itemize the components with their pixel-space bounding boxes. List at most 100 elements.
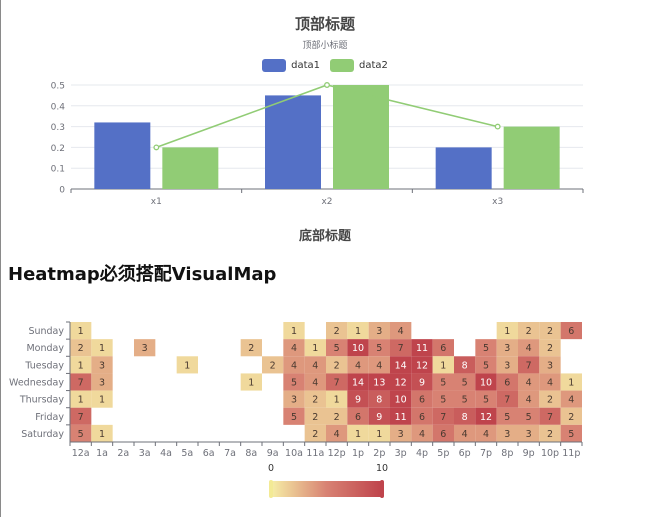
heatmap-cell[interactable] — [454, 356, 476, 374]
heatmap-cell[interactable] — [368, 390, 390, 408]
heatmap-cell[interactable] — [539, 407, 561, 425]
heatmap-cell[interactable] — [496, 407, 518, 425]
heatmap-cell[interactable] — [432, 373, 454, 391]
heatmap-cell[interactable] — [368, 424, 390, 442]
heatmap-cell[interactable] — [432, 424, 454, 442]
heatmap-cell[interactable] — [304, 373, 326, 391]
heatmap-cell[interactable] — [368, 356, 390, 374]
visualmap-min-handle[interactable] — [269, 480, 273, 498]
heatmap-cell[interactable] — [411, 356, 433, 374]
heatmap-cell[interactable] — [518, 322, 540, 340]
heatmap-cell[interactable] — [304, 390, 326, 408]
heatmap-cell[interactable] — [283, 322, 305, 340]
bar-data2-x2[interactable] — [333, 85, 389, 189]
heatmap-cell[interactable] — [283, 373, 305, 391]
heatmap-cell[interactable] — [70, 373, 92, 391]
line-point[interactable] — [324, 82, 330, 88]
heatmap-cell[interactable] — [475, 356, 497, 374]
bar-data1-x2[interactable] — [265, 95, 321, 189]
heatmap-cell[interactable] — [560, 390, 582, 408]
heatmap-cell[interactable] — [560, 373, 582, 391]
heatmap-cell[interactable] — [560, 407, 582, 425]
heatmap-cell[interactable] — [91, 339, 113, 357]
heatmap-cell[interactable] — [70, 390, 92, 408]
heatmap-cell[interactable] — [475, 339, 497, 357]
heatmap-cell[interactable] — [496, 390, 518, 408]
bar-data2-x3[interactable] — [503, 126, 560, 189]
heatmap-cell[interactable] — [390, 390, 412, 408]
heatmap-cell[interactable] — [432, 356, 454, 374]
heatmap-cell[interactable] — [262, 356, 284, 374]
heatmap-cell[interactable] — [283, 407, 305, 425]
heatmap-cell[interactable] — [518, 390, 540, 408]
heatmap-cell[interactable] — [411, 424, 433, 442]
heatmap-cell[interactable] — [560, 322, 582, 340]
heatmap-cell[interactable] — [518, 339, 540, 357]
heatmap-cell[interactable] — [240, 339, 262, 357]
heatmap-cell[interactable] — [368, 339, 390, 357]
heatmap-cell[interactable] — [390, 356, 412, 374]
heatmap-cell[interactable] — [496, 373, 518, 391]
heatmap-cell[interactable] — [283, 356, 305, 374]
heatmap-cell[interactable] — [326, 373, 348, 391]
heatmap-cell[interactable] — [91, 356, 113, 374]
heatmap-cell[interactable] — [326, 407, 348, 425]
heatmap-cell[interactable] — [326, 424, 348, 442]
heatmap-cell[interactable] — [368, 373, 390, 391]
heatmap-cell[interactable] — [539, 356, 561, 374]
heatmap-cell[interactable] — [432, 407, 454, 425]
heatmap-cell[interactable] — [390, 322, 412, 340]
heatmap-cell[interactable] — [475, 390, 497, 408]
legend-item-data2[interactable]: data2 — [330, 59, 388, 72]
heatmap-cell[interactable] — [326, 356, 348, 374]
heatmap-cell[interactable] — [539, 373, 561, 391]
heatmap-cell[interactable] — [347, 424, 369, 442]
heatmap-cell[interactable] — [347, 322, 369, 340]
heatmap-cell[interactable] — [70, 407, 92, 425]
heatmap-cell[interactable] — [368, 322, 390, 340]
heatmap-cell[interactable] — [304, 339, 326, 357]
heatmap-cell[interactable] — [518, 407, 540, 425]
heatmap-cell[interactable] — [390, 407, 412, 425]
heatmap-cell[interactable] — [283, 339, 305, 357]
visualmap-max-handle[interactable] — [380, 480, 384, 498]
legend-item-data1[interactable]: data1 — [262, 59, 320, 72]
heatmap-cell[interactable] — [134, 339, 156, 357]
heatmap-cell[interactable] — [496, 322, 518, 340]
heatmap-cell[interactable] — [368, 407, 390, 425]
heatmap-cell[interactable] — [347, 390, 369, 408]
heatmap-cell[interactable] — [283, 390, 305, 408]
heatmap-cell[interactable] — [240, 373, 262, 391]
heatmap-cell[interactable] — [496, 339, 518, 357]
heatmap-cell[interactable] — [304, 407, 326, 425]
heatmap-cell[interactable] — [326, 322, 348, 340]
heatmap-cell[interactable] — [176, 356, 198, 374]
heatmap-cell[interactable] — [390, 424, 412, 442]
bar-data2-x1[interactable] — [162, 147, 219, 189]
heatmap-cell[interactable] — [454, 390, 476, 408]
heatmap-cell[interactable] — [454, 407, 476, 425]
line-point[interactable] — [153, 144, 160, 151]
heatmap-cell[interactable] — [326, 339, 348, 357]
heatmap-cell[interactable] — [411, 373, 433, 391]
heatmap-cell[interactable] — [475, 424, 497, 442]
heatmap-cell[interactable] — [390, 373, 412, 391]
heatmap-cell[interactable] — [70, 322, 92, 340]
heatmap-cell[interactable] — [347, 373, 369, 391]
heatmap-cell[interactable] — [70, 339, 92, 357]
heatmap-cell[interactable] — [304, 356, 326, 374]
heatmap-cell[interactable] — [560, 424, 582, 442]
heatmap-cell[interactable] — [496, 356, 518, 374]
heatmap-cell[interactable] — [518, 373, 540, 391]
heatmap-cell[interactable] — [326, 390, 348, 408]
heatmap-cell[interactable] — [347, 356, 369, 374]
heatmap-cell[interactable] — [91, 373, 113, 391]
heatmap-cell[interactable] — [432, 339, 454, 357]
heatmap-cell[interactable] — [347, 407, 369, 425]
heatmap-cell[interactable] — [475, 407, 497, 425]
heatmap-cell[interactable] — [432, 390, 454, 408]
heatmap-cell[interactable] — [539, 390, 561, 408]
heatmap-cell[interactable] — [518, 356, 540, 374]
bar-data1-x1[interactable] — [94, 122, 151, 189]
heatmap-cell[interactable] — [347, 339, 369, 357]
